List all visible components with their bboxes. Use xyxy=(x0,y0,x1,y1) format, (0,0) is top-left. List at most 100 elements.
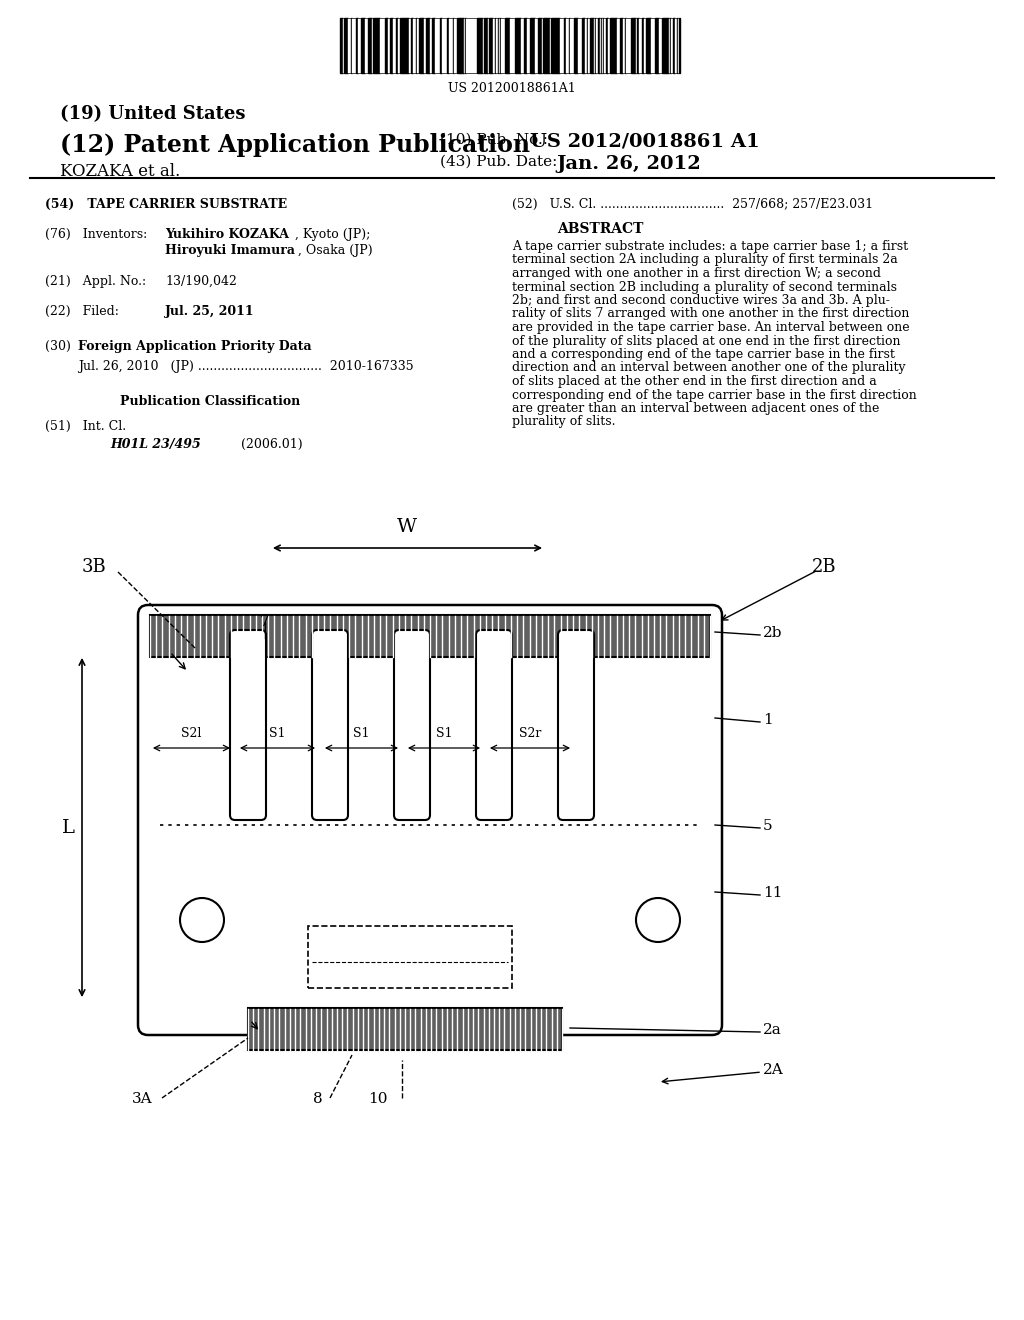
Bar xyxy=(442,18,445,73)
Bar xyxy=(437,18,440,73)
Bar xyxy=(481,18,483,73)
Text: S1: S1 xyxy=(353,727,370,741)
Text: 11: 11 xyxy=(763,886,782,900)
Bar xyxy=(473,18,476,73)
Text: S1: S1 xyxy=(269,727,286,741)
Bar xyxy=(570,18,572,73)
Bar xyxy=(671,18,673,73)
Bar xyxy=(644,18,646,73)
Text: Jul. 25, 2011: Jul. 25, 2011 xyxy=(165,305,255,318)
Bar xyxy=(388,18,390,73)
Text: Publication Classification: Publication Classification xyxy=(120,395,300,408)
Bar xyxy=(406,18,407,73)
Bar xyxy=(612,18,615,73)
Bar xyxy=(345,18,347,73)
Text: arranged with one another in a first direction W; a second: arranged with one another in a first dir… xyxy=(512,267,881,280)
Bar xyxy=(496,18,498,73)
Text: are greater than an interval between adjacent ones of the: are greater than an interval between adj… xyxy=(512,403,880,414)
Text: corresponding end of the tape carrier base in the first direction: corresponding end of the tape carrier ba… xyxy=(512,388,916,401)
Bar xyxy=(362,18,365,73)
Bar xyxy=(608,18,610,73)
Text: rality of slits 7 arranged with one another in the first direction: rality of slits 7 arranged with one anot… xyxy=(512,308,909,321)
Bar xyxy=(424,18,426,73)
FancyBboxPatch shape xyxy=(558,630,594,820)
Bar xyxy=(419,18,422,73)
Bar xyxy=(450,18,453,73)
Text: (2006.01): (2006.01) xyxy=(225,438,303,451)
Text: US 20120018861A1: US 20120018861A1 xyxy=(449,82,575,95)
Bar xyxy=(466,18,468,73)
Bar xyxy=(515,18,517,73)
Bar xyxy=(348,18,350,73)
Text: , Kyoto (JP);: , Kyoto (JP); xyxy=(295,228,371,242)
FancyBboxPatch shape xyxy=(230,630,266,820)
Bar xyxy=(457,18,459,73)
Bar xyxy=(432,18,434,73)
Text: and a corresponding end of the tape carrier base in the first: and a corresponding end of the tape carr… xyxy=(512,348,895,360)
Text: terminal section 2A including a plurality of first terminals 2a: terminal section 2A including a pluralit… xyxy=(512,253,898,267)
Bar xyxy=(517,18,519,73)
Bar xyxy=(522,18,524,73)
Bar xyxy=(620,18,623,73)
Text: S2r: S2r xyxy=(519,727,542,741)
Text: plurality of slits.: plurality of slits. xyxy=(512,416,615,429)
Bar xyxy=(664,18,666,73)
Text: terminal section 2B including a plurality of second terminals: terminal section 2B including a pluralit… xyxy=(512,281,897,293)
Text: Jan. 26, 2012: Jan. 26, 2012 xyxy=(556,154,700,173)
Bar xyxy=(551,18,553,73)
Bar xyxy=(383,18,385,73)
Text: 10: 10 xyxy=(369,1092,388,1106)
Bar xyxy=(447,18,449,73)
Bar xyxy=(469,18,471,73)
Bar xyxy=(656,18,659,73)
Bar xyxy=(402,18,404,73)
Bar xyxy=(393,18,395,73)
Bar xyxy=(503,18,505,73)
FancyBboxPatch shape xyxy=(476,630,512,820)
Bar xyxy=(556,18,558,73)
Bar xyxy=(340,18,680,73)
Bar xyxy=(536,18,538,73)
Text: 2A: 2A xyxy=(763,1063,783,1077)
Bar xyxy=(659,18,662,73)
Bar xyxy=(508,18,510,73)
Text: 7: 7 xyxy=(260,615,269,630)
Bar xyxy=(543,18,545,73)
Text: , Osaka (JP): , Osaka (JP) xyxy=(298,244,373,257)
Text: (51)   Int. Cl.: (51) Int. Cl. xyxy=(45,420,126,433)
Text: 8: 8 xyxy=(313,1092,323,1106)
Text: Yukihiro KOZAKA: Yukihiro KOZAKA xyxy=(165,228,289,242)
Text: Foreign Application Priority Data: Foreign Application Priority Data xyxy=(78,341,311,352)
Bar xyxy=(366,18,368,73)
Bar xyxy=(150,615,710,657)
Text: 1: 1 xyxy=(763,713,773,727)
Text: (21)   Appl. No.:: (21) Appl. No.: xyxy=(45,275,146,288)
Bar xyxy=(675,18,677,73)
Bar xyxy=(422,18,424,73)
FancyBboxPatch shape xyxy=(394,630,430,820)
Bar xyxy=(461,18,463,73)
Bar xyxy=(546,18,548,73)
Bar xyxy=(308,927,512,987)
Text: US 2012/0018861 A1: US 2012/0018861 A1 xyxy=(530,133,760,150)
Bar xyxy=(359,18,361,73)
Bar xyxy=(532,18,535,73)
Text: (54)   TAPE CARRIER SUBSTRATE: (54) TAPE CARRIER SUBSTRATE xyxy=(45,198,287,211)
Text: 5: 5 xyxy=(763,818,773,833)
Text: Hiroyuki Imamura: Hiroyuki Imamura xyxy=(165,244,295,257)
Text: are provided in the tape carrier base. An interval between one: are provided in the tape carrier base. A… xyxy=(512,321,909,334)
Bar xyxy=(400,18,402,73)
Bar xyxy=(341,18,343,73)
Text: (19) United States: (19) United States xyxy=(60,106,246,123)
Text: 2b: 2b xyxy=(763,626,782,640)
Bar xyxy=(598,18,600,73)
Text: (22)   Filed:: (22) Filed: xyxy=(45,305,119,318)
Text: of the plurality of slits placed at one end in the first direction: of the plurality of slits placed at one … xyxy=(512,334,900,347)
Bar xyxy=(485,18,488,73)
Bar xyxy=(617,18,620,73)
Bar xyxy=(501,18,503,73)
Bar xyxy=(489,18,490,73)
Bar xyxy=(639,18,642,73)
Bar xyxy=(662,18,664,73)
Text: ABSTRACT: ABSTRACT xyxy=(557,222,643,236)
